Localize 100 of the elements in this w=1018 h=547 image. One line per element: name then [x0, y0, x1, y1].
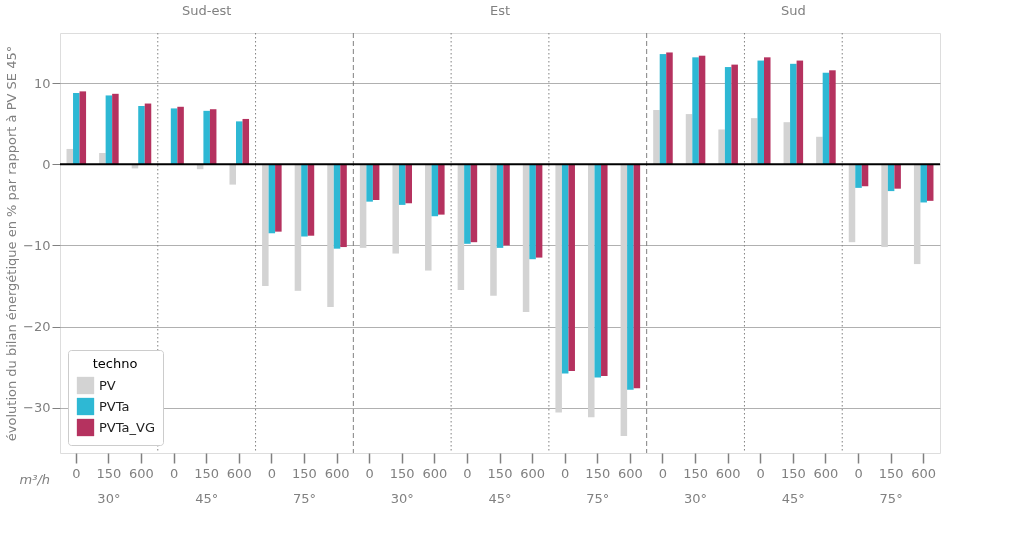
- bar: [588, 164, 595, 418]
- x-tick-label: 600: [911, 465, 937, 481]
- x-tick-label: 0: [169, 465, 179, 481]
- bar: [659, 54, 667, 165]
- bar: [561, 164, 569, 374]
- bar: [764, 57, 771, 165]
- x-tick-label: 600: [813, 465, 839, 481]
- bar: [425, 164, 432, 271]
- bar: [601, 164, 608, 376]
- bar: [268, 164, 276, 234]
- bar: [372, 164, 380, 201]
- text: 75°: [586, 491, 610, 506]
- x-tick-label: 0: [365, 465, 374, 481]
- bar: [724, 67, 732, 165]
- x-tick-label: 150: [292, 465, 317, 481]
- text: 30°: [97, 491, 121, 506]
- bar: [112, 93, 119, 165]
- bar: [816, 136, 823, 165]
- bar: [926, 164, 934, 201]
- bar: [327, 164, 334, 308]
- y-tick-label: 10: [33, 75, 51, 91]
- bar: [790, 63, 797, 165]
- bar: [457, 164, 465, 291]
- bar: [105, 95, 113, 165]
- bar: [666, 52, 673, 165]
- text: 30°: [684, 491, 708, 506]
- bar: [359, 164, 367, 248]
- bar: [731, 64, 738, 165]
- bar: [301, 164, 308, 237]
- bar: [555, 164, 562, 413]
- bar: [431, 164, 439, 217]
- bar: [881, 164, 888, 248]
- y-tick-label: −20: [23, 319, 51, 335]
- text: 45°: [781, 491, 805, 506]
- x-tick-label: 600: [422, 465, 448, 481]
- bar: [822, 72, 830, 165]
- bar: [594, 164, 602, 378]
- bar: [138, 105, 145, 165]
- text: 30°: [390, 491, 414, 506]
- y-axis-title: évolution du bilan énergétique en % par rapport à PV SE 45°: [4, 45, 20, 442]
- bar: [685, 114, 693, 165]
- bar: [894, 164, 901, 189]
- bar: [829, 70, 836, 165]
- x-tick-label: 600: [520, 465, 546, 481]
- bar: [535, 164, 543, 258]
- bar: [698, 55, 706, 165]
- x-tick-label: 0: [72, 465, 81, 481]
- bar: [633, 164, 641, 389]
- x-tick-label: 600: [129, 465, 154, 481]
- bar: [627, 164, 634, 390]
- y-tick-label: −30: [23, 400, 51, 416]
- x-tick-label: 0: [658, 465, 668, 481]
- x-tick-label: 600: [715, 465, 741, 481]
- x-tick-label: 0: [756, 465, 765, 481]
- bar: [438, 164, 445, 215]
- bar: [307, 164, 315, 236]
- bar: [796, 60, 804, 165]
- bar: [73, 93, 80, 165]
- bar: [340, 164, 347, 248]
- bar: [750, 118, 758, 165]
- x-tick-label: 150: [487, 465, 513, 481]
- x-tick-label: 150: [780, 465, 806, 481]
- bar: [294, 164, 302, 291]
- bar: [333, 164, 341, 249]
- text: Sud-est: [182, 3, 232, 18]
- bar: [692, 57, 699, 165]
- y-tick-label: 0: [42, 156, 51, 172]
- bar: [236, 121, 243, 165]
- x-tick-label: 600: [226, 465, 252, 481]
- bar: [620, 164, 628, 436]
- bar: [275, 164, 282, 232]
- legend-label: PVTa: [99, 398, 130, 414]
- y-tick-label: −10: [23, 237, 51, 253]
- bar: [79, 91, 87, 165]
- x-tick-label: 0: [463, 465, 472, 481]
- bar: [522, 164, 530, 312]
- legend-label: PV: [99, 377, 116, 393]
- bar: [470, 164, 478, 243]
- text: 45°: [195, 491, 219, 506]
- bar: [568, 164, 575, 372]
- bar: [392, 164, 399, 254]
- bar: [229, 164, 236, 185]
- x-tick-label: 0: [854, 465, 863, 481]
- bar: [405, 164, 412, 204]
- bar: [757, 60, 764, 165]
- text: Sud: [780, 3, 806, 18]
- legend-label: PVTa_VG: [99, 419, 155, 435]
- bar: [203, 110, 210, 165]
- x-tick-label: 600: [324, 465, 350, 481]
- bar: [398, 164, 406, 205]
- text: Est: [489, 3, 511, 18]
- text: 75°: [879, 491, 903, 506]
- x-tick-label: 150: [683, 465, 708, 481]
- x-tick-label: 150: [96, 465, 122, 481]
- legend-title: techno: [92, 356, 138, 371]
- x-tick-label: 600: [617, 465, 643, 481]
- bar: [366, 164, 373, 202]
- bar: [464, 164, 471, 244]
- bar: [718, 129, 725, 165]
- text: 75°: [292, 491, 316, 506]
